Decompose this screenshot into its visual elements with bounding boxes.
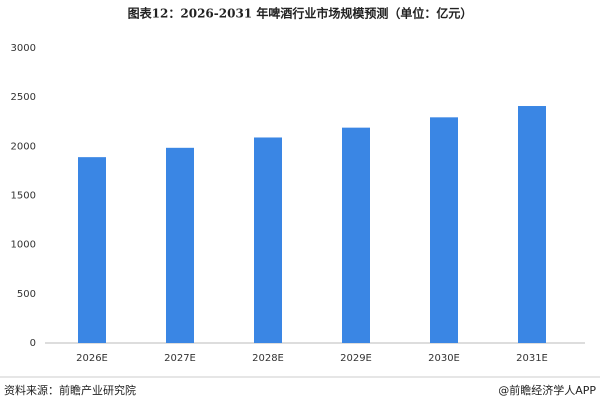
bar [518, 106, 546, 344]
x-tick-label: 2030E [428, 353, 460, 364]
y-tick-label: 3000 [11, 43, 36, 54]
y-tick-label: 2500 [11, 92, 36, 103]
y-tick-label: 1000 [11, 240, 36, 251]
x-tick-label: 2027E [164, 353, 196, 364]
y-tick-label: 0 [30, 338, 36, 349]
credit: @前瞻经济学人APP [498, 383, 596, 397]
x-tick-label: 2028E [252, 353, 284, 364]
x-tick-label: 2031E [516, 353, 548, 364]
y-tick-label: 500 [17, 289, 36, 300]
bar [166, 147, 194, 343]
x-tick-label: 2026E [76, 353, 108, 364]
bar [78, 157, 106, 343]
y-tick-label: 1500 [11, 191, 36, 202]
bar [430, 117, 458, 343]
x-tick-label: 2029E [340, 353, 372, 364]
chart-title: 图表12：2026-2031 年啤酒行业市场规模预测（单位：亿元） [128, 6, 473, 21]
bar [254, 137, 282, 343]
y-tick-label: 2000 [11, 141, 36, 152]
bar [342, 127, 370, 344]
source: 资料来源：前瞻产业研究院 [4, 383, 136, 397]
